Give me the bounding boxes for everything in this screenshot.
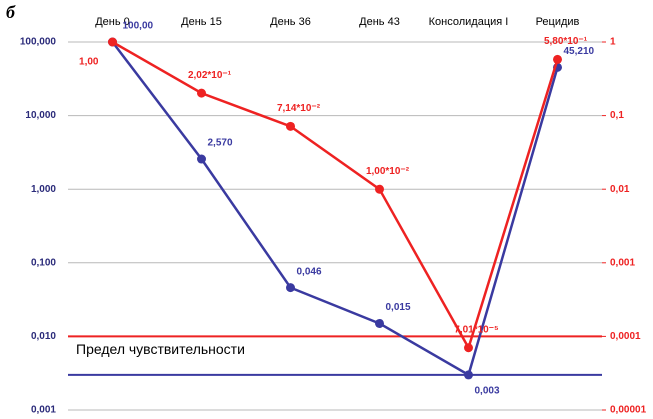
x-tick-label: Консолидация I [429,16,509,28]
x-tick-label: День 43 [359,16,400,28]
value-label: 0,015 [386,302,411,313]
x-tick-label: День 36 [270,16,311,28]
y-tick-label: 0,100 [31,257,56,268]
y-tick-label: 10,000 [25,110,56,121]
y2-tick-label: 0,00001 [610,405,647,416]
value-label: 0,046 [297,266,322,277]
value-label: 5,80*10⁻¹ [544,36,588,47]
value-label: 45,210 [564,46,595,57]
y-tick-label: 0,010 [31,331,56,342]
value-label: 2,02*10⁻¹ [188,70,232,81]
x-tick-label: День 0 [95,16,130,28]
series-line [111,40,559,351]
data-point [464,370,473,380]
value-label: 0,003 [475,386,500,397]
value-label: 7,14*10⁻² [277,103,321,114]
y2-tick-label: 1 [610,37,616,48]
data-point [108,37,117,47]
value-label: 2,570 [208,138,233,149]
y2-tick-label: 0,01 [610,184,630,195]
data-point [286,283,295,293]
y-tick-label: 0,001 [31,405,56,416]
data-point [286,121,295,131]
value-label: 7,01*10⁻⁵ [454,324,499,335]
value-label: 1,00*10⁻² [366,166,410,177]
y2-tick-label: 0,001 [610,257,635,268]
y-tick-label: 100,000 [20,37,57,48]
data-point [553,54,562,64]
data-point [375,184,384,194]
data-point [375,318,384,328]
y2-tick-label: 0,0001 [610,331,641,342]
panel-label: б [6,2,16,22]
series-line [111,41,559,377]
y2-tick-label: 0,1 [610,110,624,121]
data-point [464,343,473,353]
data-point [197,154,206,164]
data-point [197,88,206,98]
x-tick-label: День 15 [181,16,222,28]
value-label: 1,00 [79,57,99,68]
reference-label: Предел чувствительности [76,341,245,357]
y-tick-label: 1,000 [31,184,56,195]
value-label: 100,00 [123,21,154,32]
x-tick-label: Рецидив [536,16,580,28]
